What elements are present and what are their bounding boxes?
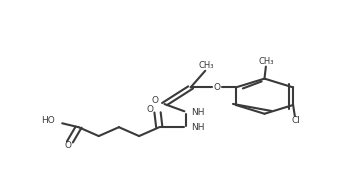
Text: CH₃: CH₃	[198, 61, 214, 70]
Text: O: O	[213, 83, 220, 92]
Text: NH: NH	[191, 123, 205, 132]
Text: HO: HO	[41, 116, 55, 125]
Text: O: O	[65, 141, 72, 150]
Text: Cl: Cl	[291, 116, 300, 125]
Text: O: O	[151, 96, 158, 105]
Text: O: O	[147, 105, 153, 114]
Text: CH₃: CH₃	[259, 58, 274, 66]
Text: NH: NH	[191, 108, 205, 117]
